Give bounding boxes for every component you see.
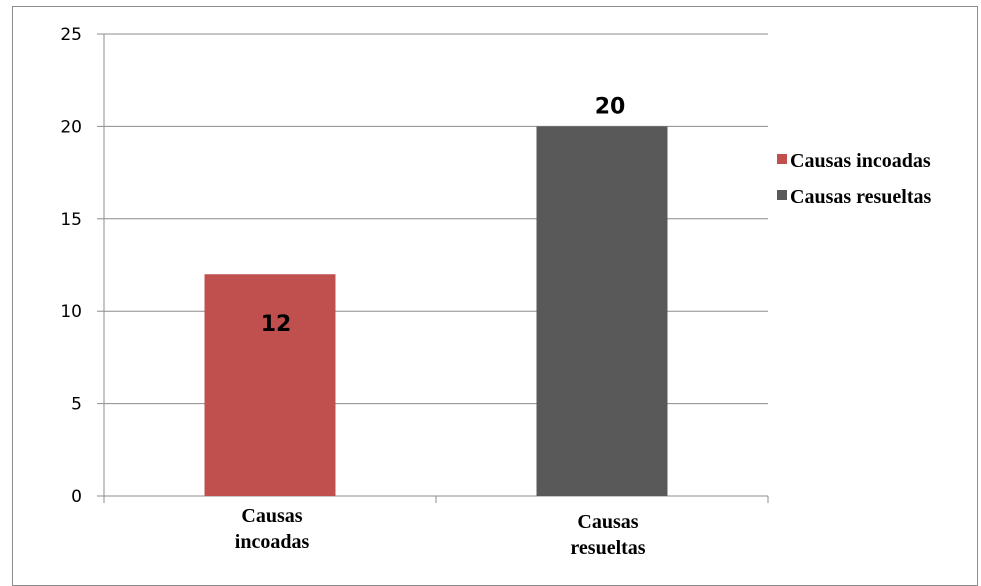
bar — [204, 274, 336, 496]
x-category-label: incoadas — [235, 531, 310, 553]
x-category-label: resueltas — [570, 537, 645, 559]
chart-frame — [12, 6, 978, 586]
y-tick-label: 10 — [60, 302, 82, 322]
legend-swatch — [777, 190, 787, 200]
bar — [536, 126, 668, 497]
x-category-label: Causas — [577, 511, 638, 533]
y-tick-label: 25 — [60, 25, 82, 45]
legend-label: Causas incoadas — [790, 150, 931, 172]
legend-swatch — [777, 154, 787, 164]
data-label: 12 — [261, 312, 292, 337]
bar-chart: 0 5 10 15 20 25 12 Causas incoadas 20 Causas resuel… — [60, 25, 932, 559]
y-tick-label: 5 — [71, 395, 82, 415]
y-tick-label: 15 — [60, 210, 82, 230]
x-category-label: Causas — [241, 505, 302, 527]
y-tick-label: 20 — [60, 117, 82, 137]
data-label: 20 — [595, 94, 626, 119]
legend-label: Causas resueltas — [790, 186, 932, 208]
y-tick-label: 0 — [71, 487, 82, 507]
